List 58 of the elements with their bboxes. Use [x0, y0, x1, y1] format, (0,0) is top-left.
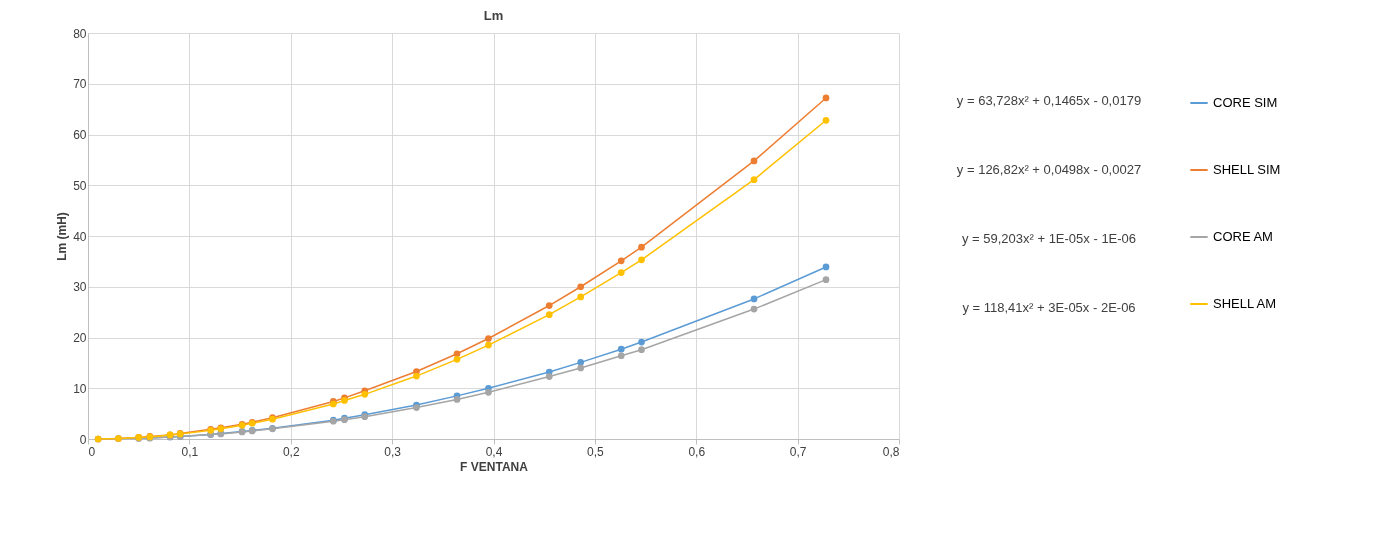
point	[638, 338, 645, 346]
point	[453, 396, 461, 403]
point	[822, 116, 830, 124]
point	[750, 176, 758, 184]
x-tick-label: 0,6	[688, 444, 706, 459]
point	[545, 302, 553, 309]
point	[617, 352, 625, 360]
text: y = 118,41x² + 3E-05x - 2E-06	[962, 300, 1136, 315]
y-tick-label: 40	[73, 229, 87, 244]
x-axis-title: F VENTANA	[460, 459, 529, 474]
point	[617, 257, 625, 265]
x-tick-label: 0,8	[882, 444, 900, 459]
y-tick-label: 60	[73, 128, 87, 142]
y-tick-label: 10	[73, 381, 87, 396]
x-tick-label: 0,7	[789, 444, 807, 459]
point	[577, 359, 585, 366]
point	[638, 243, 645, 251]
point	[822, 94, 830, 102]
y-tick-label: 20	[73, 331, 87, 345]
legend-label: SHELL SIM	[1213, 162, 1281, 177]
point	[577, 364, 585, 372]
point	[453, 350, 461, 358]
legend-label: CORE SIM	[1213, 95, 1278, 110]
legend-label: SHELL AM	[1213, 296, 1277, 311]
y-tick-label: 30	[73, 280, 87, 295]
chart-title: Lm	[483, 8, 504, 23]
point	[485, 335, 492, 342]
point	[822, 263, 830, 271]
y-tick-label: 0	[79, 432, 87, 447]
point	[545, 311, 553, 319]
x-tick-label: 0,5	[587, 444, 605, 459]
point	[485, 341, 492, 349]
point	[638, 346, 645, 354]
text: y = 126,82x² + 0,0498x - 0,0027	[956, 162, 1142, 177]
point	[750, 157, 758, 165]
point	[750, 295, 758, 303]
legend-label: CORE AM	[1213, 229, 1273, 244]
point	[617, 345, 625, 353]
point	[413, 372, 420, 380]
point	[485, 388, 492, 396]
point	[617, 269, 625, 276]
x-tick-label: 0,2	[282, 444, 300, 459]
point	[750, 305, 758, 313]
text: y = 63,728x² + 0,1465x - 0,0179	[956, 93, 1142, 108]
y-tick-label: 70	[73, 77, 87, 92]
y-axis-title: Lm (mH)	[55, 212, 70, 261]
point	[638, 256, 645, 264]
point	[577, 293, 585, 301]
y-tick-label: 80	[73, 26, 87, 41]
x-tick-label: 0,1	[181, 444, 199, 459]
x-tick-label: 0,4	[485, 444, 503, 459]
text: y = 59,203x² + 1E-05x - 1E-06	[961, 231, 1137, 246]
point	[453, 355, 461, 363]
y-tick-label: 50	[73, 178, 87, 193]
point	[545, 373, 553, 380]
point	[822, 276, 830, 283]
x-tick-label: 0,3	[384, 444, 402, 459]
point	[577, 283, 585, 291]
